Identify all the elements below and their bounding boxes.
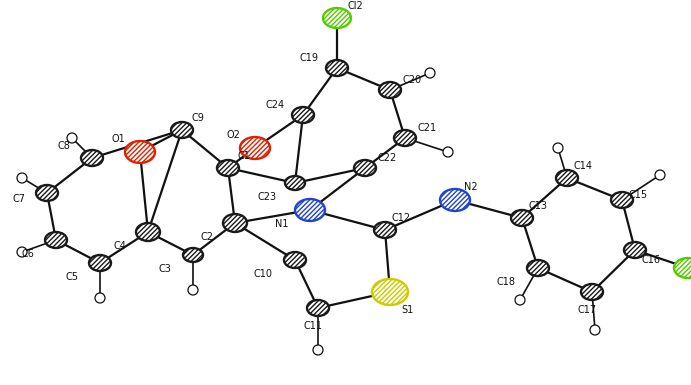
Ellipse shape	[443, 147, 453, 157]
Ellipse shape	[95, 293, 105, 303]
Ellipse shape	[284, 252, 306, 268]
Text: C1: C1	[238, 151, 250, 161]
Ellipse shape	[611, 192, 633, 208]
Text: C3: C3	[158, 264, 171, 274]
Ellipse shape	[67, 133, 77, 143]
Ellipse shape	[515, 295, 525, 305]
Ellipse shape	[556, 170, 578, 186]
Ellipse shape	[379, 82, 401, 98]
Ellipse shape	[171, 122, 193, 138]
Ellipse shape	[292, 107, 314, 123]
Text: C6: C6	[21, 249, 35, 259]
Ellipse shape	[326, 60, 348, 76]
Ellipse shape	[553, 143, 563, 153]
Text: C12: C12	[391, 213, 410, 223]
Ellipse shape	[511, 210, 533, 226]
Ellipse shape	[17, 247, 27, 257]
Text: C22: C22	[377, 153, 397, 163]
Ellipse shape	[425, 68, 435, 78]
Ellipse shape	[183, 248, 203, 262]
Ellipse shape	[440, 189, 470, 211]
Text: C14: C14	[574, 161, 592, 171]
Text: C13: C13	[529, 201, 547, 211]
Text: C23: C23	[258, 192, 276, 202]
Ellipse shape	[354, 160, 376, 176]
Ellipse shape	[590, 325, 600, 335]
Ellipse shape	[372, 279, 408, 305]
Text: N1: N1	[275, 219, 289, 229]
Ellipse shape	[217, 160, 239, 176]
Ellipse shape	[374, 222, 396, 238]
Text: C20: C20	[402, 75, 422, 85]
Text: C7: C7	[12, 194, 26, 204]
Text: C10: C10	[254, 269, 272, 279]
Text: C21: C21	[417, 123, 437, 133]
Text: C19: C19	[299, 53, 319, 63]
Ellipse shape	[81, 150, 103, 166]
Ellipse shape	[394, 130, 416, 146]
Ellipse shape	[136, 223, 160, 241]
Ellipse shape	[45, 232, 67, 248]
Text: C4: C4	[113, 241, 126, 251]
Ellipse shape	[323, 8, 351, 28]
Text: C16: C16	[641, 255, 661, 265]
Text: O1: O1	[111, 134, 125, 144]
Text: Cl2: Cl2	[347, 1, 363, 11]
Ellipse shape	[295, 199, 325, 221]
Text: C17: C17	[578, 305, 596, 315]
Ellipse shape	[36, 185, 58, 201]
Ellipse shape	[581, 284, 603, 300]
Ellipse shape	[125, 141, 155, 163]
Text: C24: C24	[265, 100, 285, 110]
Text: C9: C9	[191, 113, 205, 123]
Text: O2: O2	[226, 130, 240, 140]
Ellipse shape	[89, 255, 111, 271]
Text: S1: S1	[402, 305, 414, 315]
Ellipse shape	[313, 345, 323, 355]
Text: C11: C11	[303, 321, 323, 331]
Ellipse shape	[188, 285, 198, 295]
Text: C5: C5	[66, 272, 79, 282]
Text: C8: C8	[57, 141, 70, 151]
Ellipse shape	[655, 170, 665, 180]
Text: C15: C15	[628, 190, 647, 200]
Ellipse shape	[223, 214, 247, 232]
Ellipse shape	[285, 176, 305, 190]
Ellipse shape	[307, 300, 329, 316]
Ellipse shape	[624, 242, 646, 258]
Ellipse shape	[674, 258, 691, 278]
Text: N2: N2	[464, 182, 477, 192]
Text: C18: C18	[497, 277, 515, 287]
Ellipse shape	[527, 260, 549, 276]
Text: C2: C2	[200, 232, 214, 242]
Ellipse shape	[240, 137, 270, 159]
Ellipse shape	[17, 173, 27, 183]
